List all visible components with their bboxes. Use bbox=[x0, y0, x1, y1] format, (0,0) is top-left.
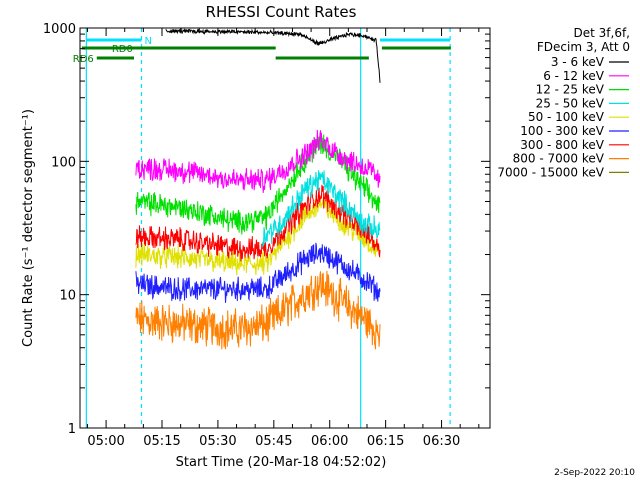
x-tick-label: 06:00 bbox=[311, 434, 348, 449]
legend-header-line: FDecim 3, Att 0 bbox=[537, 40, 630, 54]
x-tick-label: 06:30 bbox=[423, 434, 460, 449]
x-tick-label: 05:15 bbox=[143, 434, 180, 449]
y-tick-label: 100 bbox=[51, 155, 76, 170]
footer-date: 2-Sep-2022 20:10 bbox=[554, 468, 635, 478]
x-tick-label: 06:15 bbox=[367, 434, 404, 449]
series-line-4 bbox=[135, 198, 381, 276]
x-tick-label: 05:30 bbox=[199, 434, 236, 449]
legend-entry-label: 12 - 25 keV bbox=[536, 83, 605, 97]
legend-entry-label: 7000 - 15000 keV bbox=[497, 165, 604, 179]
legend-entry-label: 3 - 6 keV bbox=[551, 55, 605, 69]
annotation-label-2: RD0 bbox=[112, 44, 133, 55]
series-line-6 bbox=[135, 184, 381, 262]
x-tick-label: 05:00 bbox=[87, 434, 124, 449]
legend-entry-label: 800 - 7000 keV bbox=[513, 152, 605, 166]
y-axis-label: Count Rate (s⁻¹ detector segment⁻¹) bbox=[21, 109, 36, 347]
series-line-3 bbox=[262, 170, 381, 248]
series-line-5 bbox=[135, 242, 381, 303]
annotation-label-0: N bbox=[145, 36, 152, 47]
y-tick-label: 10 bbox=[59, 289, 76, 304]
series-line-0 bbox=[165, 27, 381, 83]
legend-entry-label: 100 - 300 keV bbox=[520, 124, 604, 138]
series-line-1 bbox=[135, 129, 381, 193]
legend-entry-label: 50 - 100 keV bbox=[528, 110, 605, 124]
x-axis-label: Start Time (20-Mar-18 04:52:02) bbox=[176, 455, 387, 470]
chart-title: RHESSI Count Rates bbox=[206, 3, 357, 21]
legend-entry-label: 25 - 50 keV bbox=[536, 96, 605, 110]
x-tick-label: 05:45 bbox=[255, 434, 292, 449]
legend-entry-label: 6 - 12 keV bbox=[543, 69, 605, 83]
legend-header-line: Det 3f,6f, bbox=[574, 26, 631, 40]
plot-frame bbox=[79, 27, 491, 429]
y-tick-label: 1 bbox=[68, 422, 76, 437]
series-line-7 bbox=[135, 270, 381, 350]
legend-entry-label: 300 - 800 keV bbox=[520, 138, 604, 152]
y-tick-label: 1000 bbox=[43, 22, 76, 37]
annotation-label-4: RD6 bbox=[73, 54, 94, 65]
